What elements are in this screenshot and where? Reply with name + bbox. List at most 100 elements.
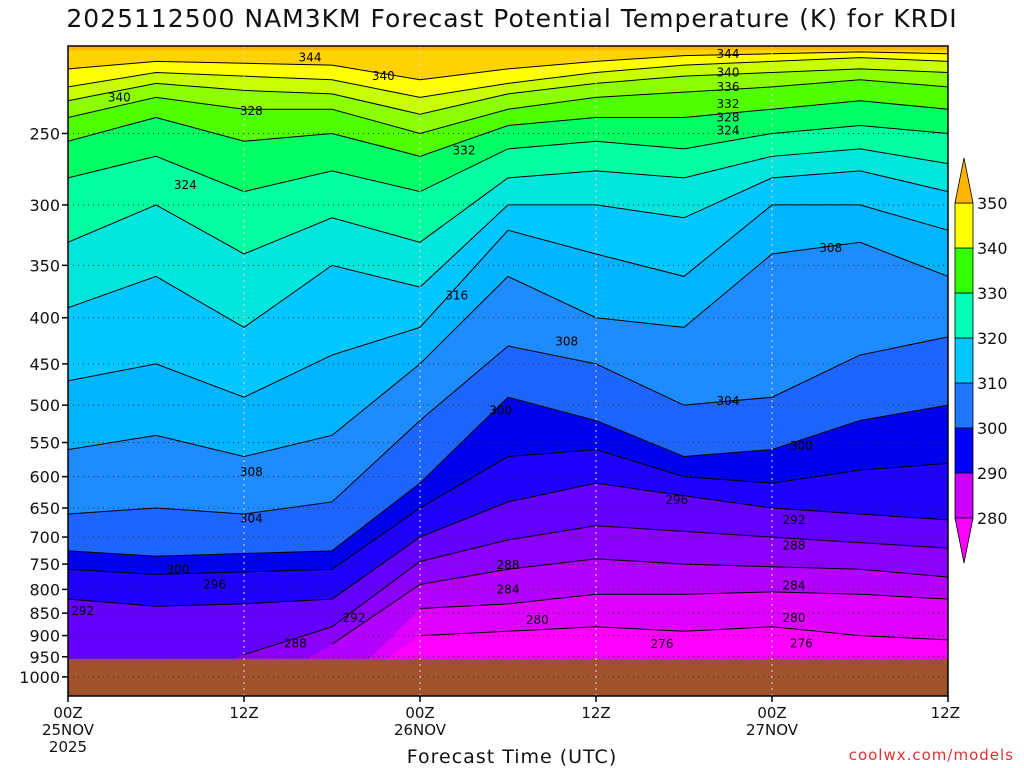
isentrope-lines: [68, 51, 948, 656]
colorbar-segment-340: [954, 202, 974, 249]
x-tick-label-48-1: 27NOV: [746, 721, 799, 739]
contour-label-308: 308: [240, 465, 263, 479]
contour-label-300: 300: [489, 404, 512, 418]
contour-label-296: 296: [665, 493, 688, 507]
theta-fill-bands: [68, 46, 948, 696]
colorbar-segment-320: [954, 292, 974, 339]
contour-label-300: 300: [790, 439, 813, 453]
isentrope-280: [419, 591, 948, 610]
isentrope-300: [68, 396, 948, 557]
y-tick-label-300: 300: [29, 196, 60, 215]
isentrope-324: [68, 125, 948, 193]
colorbar-segment-280: [954, 472, 974, 519]
contour-label-308: 308: [555, 334, 578, 348]
isentrope-276: [419, 626, 948, 641]
contour-label-288: 288: [497, 558, 520, 572]
contour-label-332: 332: [453, 143, 476, 157]
isentrope-288: [243, 525, 948, 656]
y-tick-label-950: 950: [29, 648, 60, 667]
contour-label-324: 324: [717, 123, 740, 137]
isentrope-292: [68, 482, 948, 607]
x-tick-label-24-0: 00Z: [405, 704, 434, 722]
contour-label-344: 344: [717, 47, 740, 61]
colorbar-segment-300: [954, 382, 974, 429]
contour-label-344: 344: [299, 51, 322, 65]
contour-label-292: 292: [343, 611, 366, 625]
contour-label-308: 308: [819, 241, 842, 255]
grid-lines: [68, 46, 948, 696]
colorbar-label-300: 300: [977, 419, 1008, 438]
colorbar-segment-330: [954, 247, 974, 294]
x-axis-label: Forecast Time (UTC): [406, 746, 618, 768]
x-tick-label-0-1: 25NOV: [42, 721, 95, 739]
y-tick-label-450: 450: [29, 355, 60, 374]
y-tick-label-850: 850: [29, 604, 60, 623]
y-tick-label-550: 550: [29, 434, 60, 453]
isentrope-336: [68, 68, 948, 115]
contour-label-284: 284: [783, 578, 806, 592]
x-tick-label-12-0: 12Z: [229, 704, 258, 722]
y-tick-label-350: 350: [29, 256, 60, 275]
y-tick-label-400: 400: [29, 309, 60, 328]
contour-label-300: 300: [167, 562, 190, 576]
contour-labels: 3443403403283323243163083003083043002962…: [71, 47, 842, 651]
y-tick-label-500: 500: [29, 396, 60, 415]
isentrope-320: [68, 148, 948, 255]
x-tick-label-0-2: 2025: [49, 738, 87, 756]
isentrope-284: [331, 558, 948, 645]
isentrope-312: [68, 204, 948, 398]
isentrope-308: [68, 241, 948, 458]
contour-label-284: 284: [497, 582, 520, 596]
x-tick-label-24-1: 26NOV: [394, 721, 447, 739]
contour-label-296: 296: [203, 577, 226, 591]
contour-label-292: 292: [783, 513, 806, 527]
contour-label-332: 332: [717, 97, 740, 111]
colorbar-label-340: 340: [977, 239, 1008, 258]
contour-label-340: 340: [372, 69, 395, 83]
contour-label-340: 340: [108, 90, 131, 104]
contour-label-280: 280: [526, 613, 549, 627]
contour-label-276: 276: [790, 636, 813, 650]
colorbar-label-330: 330: [977, 284, 1008, 303]
contour-label-328: 328: [240, 104, 263, 118]
contour-label-324: 324: [174, 178, 197, 192]
colorbar: 280 290 300 310 320 330 340 350: [954, 157, 1008, 564]
terrain-fill: [68, 658, 948, 696]
colorbar-bottom-arrow: [954, 517, 974, 564]
x-tick-label-60-0: 12Z: [931, 704, 960, 722]
chart-title: 2025112500 NAM3KM Forecast Potential Tem…: [66, 4, 958, 33]
contour-label-340: 340: [717, 66, 740, 80]
credit-link[interactable]: coolwx.com/models: [848, 746, 1014, 764]
y-tick-label-1000: 1000: [19, 668, 60, 687]
terrain-mask: [68, 658, 948, 696]
x-tick-label-36-0: 12Z: [581, 704, 610, 722]
contour-label-316: 316: [445, 289, 468, 303]
isentrope-332: [68, 79, 948, 134]
contour-label-304: 304: [717, 394, 740, 408]
y-tick-label-600: 600: [29, 468, 60, 487]
y-tick-label-900: 900: [29, 627, 60, 646]
contour-label-280: 280: [783, 611, 806, 625]
y-tick-label-650: 650: [29, 499, 60, 518]
contour-label-276: 276: [651, 637, 674, 651]
isentrope-344: [68, 51, 948, 81]
contour-label-304: 304: [240, 512, 263, 526]
x-tick-label-48-0: 00Z: [757, 704, 786, 722]
isentrope-340: [68, 57, 948, 98]
contour-label-288: 288: [284, 636, 307, 650]
colorbar-top-arrow: [954, 157, 974, 204]
colorbar-segment-290: [954, 427, 974, 474]
isentrope-296: [68, 449, 948, 575]
plot-frame: [67, 45, 949, 697]
y-tick-label-250: 250: [29, 124, 60, 143]
colorbar-label-320: 320: [977, 329, 1008, 348]
x-tick-label-0-0: 00Z: [53, 704, 82, 722]
colorbar-label-350: 350: [977, 194, 1008, 213]
isentrope-304: [68, 336, 948, 515]
colorbar-segment-310: [954, 337, 974, 384]
contour-label-336: 336: [717, 80, 740, 94]
y-axis-ticks: 250 300 350 400 450 500 550 600 650 700 750 800 850 9…: [19, 124, 68, 687]
contour-label-328: 328: [717, 110, 740, 124]
y-tick-label-750: 750: [29, 555, 60, 574]
